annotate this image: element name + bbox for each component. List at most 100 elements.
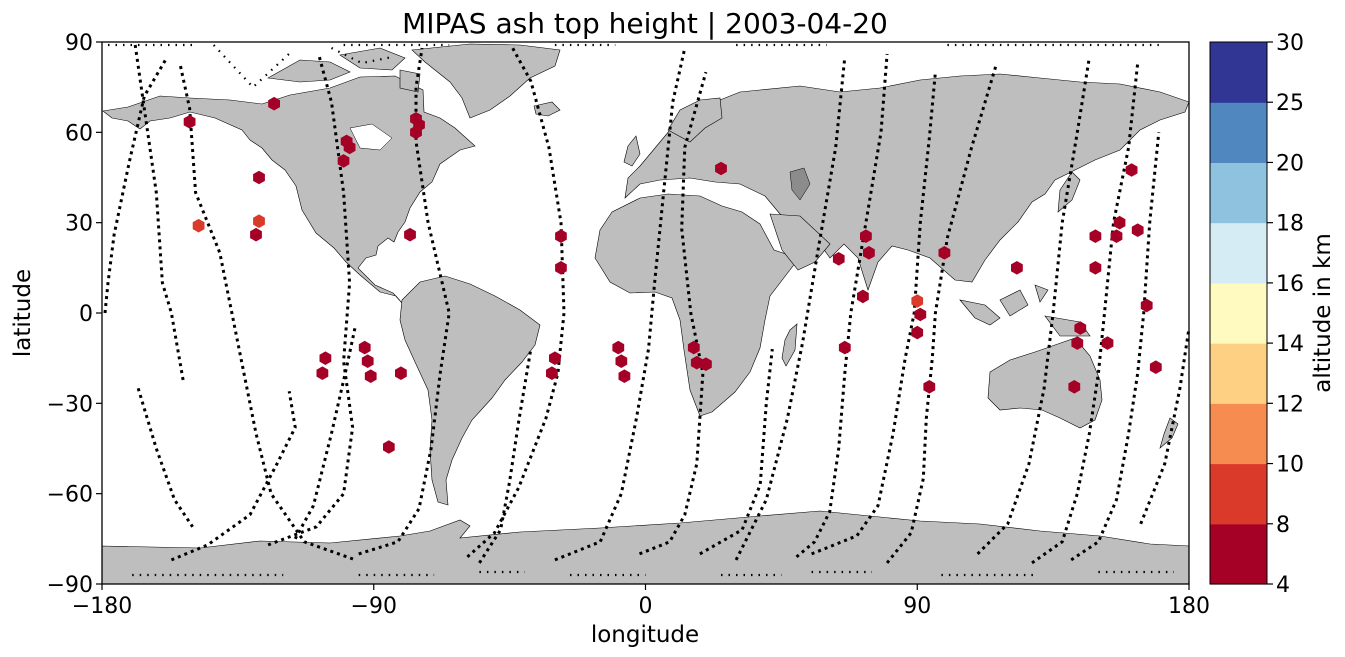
ash-point [1068,380,1081,394]
y-tick-label: −60 [47,483,93,508]
ash-point [615,354,628,368]
colorbar-segment [1210,343,1267,404]
ash-point [404,227,416,242]
ash-point [1113,215,1126,230]
ash-point [911,325,924,340]
x-tick-label: −180 [72,594,132,619]
ash-point [1101,336,1114,350]
ash-point [1110,229,1123,243]
arctic-islands-land [267,47,421,93]
greenland-land [411,43,561,119]
x-tick-label: 180 [1168,594,1210,619]
colorbar-tick-label: 8 [1276,513,1290,538]
orbit-track [699,348,774,556]
south-america-land [399,275,541,506]
colorbar-segment [1210,162,1267,224]
ash-point [857,289,869,304]
orbit-track [1070,132,1161,562]
land-basemap [101,43,1190,585]
colorbar-tick-label: 30 [1276,31,1304,56]
ash-point [383,440,395,454]
ash-point [1149,360,1162,374]
africa-land [594,193,797,417]
ash-point [1071,336,1084,350]
x-tick-label: 90 [903,594,931,619]
australia-land [987,337,1103,429]
colorbar-frame [1209,41,1268,585]
ash-point [319,351,332,365]
chart-title: MIPAS ash top height | 2003-04-20 [402,7,888,40]
ash-point [410,125,422,140]
y-tick-label: −30 [47,392,93,417]
ash-point [838,340,851,355]
hudson-bay [349,123,393,151]
colorbar-tick-label: 12 [1276,392,1304,417]
colorbar-tick-label: 10 [1276,453,1304,478]
ash-point [860,229,872,243]
ash-point [715,161,727,176]
colorbar-tick-label: 14 [1276,332,1304,357]
uk-land [623,135,641,167]
ash-point [911,294,924,308]
ash-point [1131,223,1144,237]
colorbar-segment [1210,463,1267,525]
ash-point [1089,229,1102,243]
ash-point [253,170,265,185]
y-tick-label: −90 [47,573,93,598]
ash-point [914,307,927,322]
ash-point [358,340,371,355]
ash-point [343,140,356,155]
ash-point [1011,261,1023,275]
x-tick-label: −90 [351,594,397,619]
new-zealand-land [1159,417,1179,449]
ash-point [1089,261,1102,275]
orbit-tracks [103,43,1191,577]
ash-point [546,366,558,380]
ash-point [555,229,567,243]
ash-point [618,369,631,383]
ash-point [268,96,280,111]
colorbar-segment [1210,403,1267,465]
orbit-track [267,56,355,547]
antarctica-land [101,510,1190,585]
x-axis: −180 −90 0 90 180 [72,584,1210,619]
x-axis-label: longitude [591,622,699,648]
colorbar-segment [1210,282,1267,344]
y-tick-label: 60 [65,121,93,146]
ash-point [700,357,712,371]
ash-point [687,340,700,355]
colorbar-segment [1210,42,1267,103]
colorbar-tick-label: 16 [1276,272,1304,297]
y-axis-label: latitude [10,269,36,357]
orbit-track [133,44,185,383]
colorbar-tick-label: 18 [1276,212,1304,237]
orbit-track [170,391,297,562]
ash-point [183,115,196,129]
ash-point [555,261,567,275]
y-axis: −90 −60 −30 0 30 60 90 [47,31,102,598]
orbit-track [358,47,451,556]
y-tick-label: 30 [65,212,93,237]
y-tick-label: 90 [65,31,93,56]
ash-point [361,354,374,368]
colorbar-segment [1210,102,1267,163]
ash-point [316,366,329,380]
caspian-sea-lake [789,167,811,201]
ash-point [832,252,845,266]
colorbar-tick-label: 20 [1276,151,1304,176]
colorbar-tick-label: 25 [1276,91,1304,116]
ash-point [1074,321,1087,335]
ash-point [549,351,561,365]
orbit-track [293,324,358,540]
colorbar: 4 8 10 12 14 16 18 20 25 30 [1209,31,1304,598]
ash-point [923,380,936,394]
ash-point [863,246,875,260]
ash-point [192,218,205,233]
madagascar-land [781,323,798,367]
colorbar-label: altitude in km [1310,233,1336,393]
map-plot-area [101,41,1191,585]
ash-point [337,154,350,168]
y-tick-label: 0 [79,302,93,327]
orbit-track [136,387,194,528]
